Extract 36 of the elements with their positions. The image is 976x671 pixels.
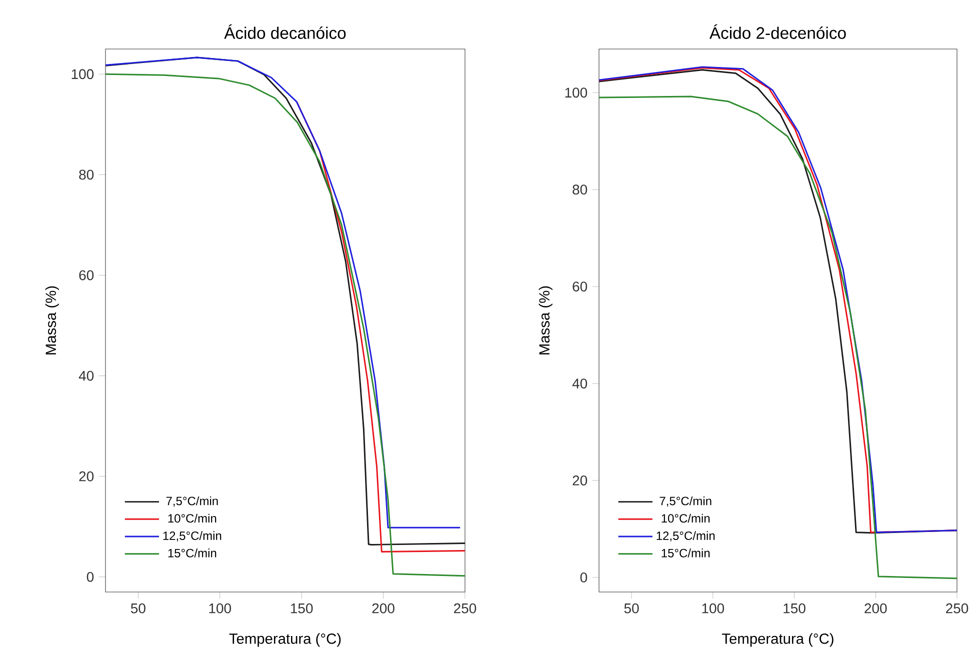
x-tick-label: 200 — [372, 603, 394, 614]
legend-label: 15°C/min — [662, 548, 710, 558]
y-tick-label: 100 — [565, 88, 588, 98]
y-tick-label: 100 — [72, 69, 94, 80]
y-tick-label: 60 — [572, 282, 588, 292]
x-axis-title: Temperatura (°C) — [722, 633, 834, 647]
y-tick-label: 60 — [79, 270, 94, 280]
y-tick-label: 40 — [572, 378, 588, 388]
legend-label: 12,5°C/min — [163, 531, 222, 542]
legend-label: 10°C/min — [168, 514, 216, 523]
legend-label: 12,5°C/min — [656, 531, 715, 542]
legend-label: 7,5°C/min — [166, 496, 218, 507]
x-tick-label: 250 — [946, 603, 968, 614]
x-tick-label: 100 — [702, 603, 724, 614]
x-tick-label: 50 — [130, 603, 146, 614]
x-tick-label: 50 — [624, 603, 639, 614]
chart-title: Ácido 2-decenóico — [709, 24, 846, 39]
chart-title: Ácido decanóico — [224, 24, 346, 39]
legend-label: 10°C/min — [662, 514, 710, 523]
x-axis-title: Temperatura (°C) — [229, 633, 341, 647]
y-tick-label: 0 — [580, 572, 588, 582]
y-tick-label: 80 — [572, 184, 588, 195]
y-tick-label: 0 — [86, 572, 94, 582]
y-tick-label: 20 — [79, 471, 94, 482]
legend-label: 15°C/min — [168, 548, 216, 558]
x-tick-label: 150 — [290, 603, 313, 614]
y-tick-label: 20 — [572, 476, 588, 486]
y-tick-label: 80 — [79, 170, 94, 180]
x-tick-label: 100 — [209, 603, 232, 614]
y-axis-title: Massa (%) — [538, 286, 552, 354]
y-tick-label: 40 — [78, 370, 94, 381]
x-tick-label: 150 — [784, 603, 806, 614]
legend-label: 7,5°C/min — [660, 496, 712, 507]
x-tick-label: 200 — [864, 603, 887, 614]
x-tick-label: 250 — [454, 603, 476, 614]
y-axis-title: Massa (%) — [45, 286, 59, 354]
